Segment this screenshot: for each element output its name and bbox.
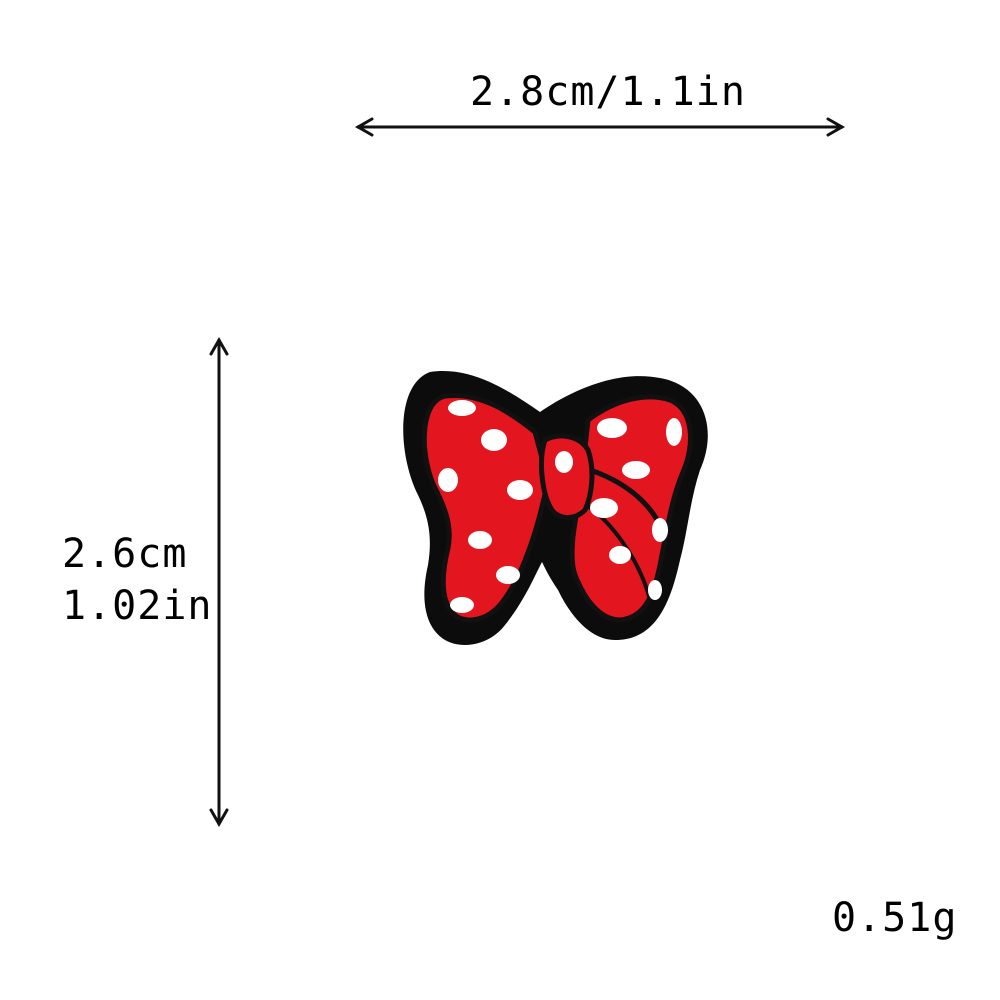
bow-patch-icon — [403, 371, 708, 645]
bow-polka-dots — [438, 400, 682, 613]
bow-left-wing — [421, 392, 551, 623]
bow-knot — [538, 433, 595, 520]
height-arrow — [209, 336, 229, 828]
bow-right-wing — [569, 394, 694, 623]
height-cm-label: 2.6cm — [62, 531, 188, 577]
width-dimension-label: 2.8cm/1.1in — [470, 69, 746, 115]
height-dimension-label: 2.6cm 1.02in — [62, 528, 213, 632]
width-arrow — [354, 117, 846, 137]
height-in-label: 1.02in — [62, 583, 213, 629]
weight-label: 0.51g — [832, 895, 958, 941]
